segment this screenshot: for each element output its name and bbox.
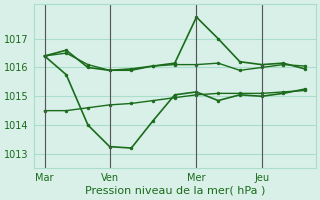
X-axis label: Pression niveau de la mer( hPa ): Pression niveau de la mer( hPa ) xyxy=(84,186,265,196)
